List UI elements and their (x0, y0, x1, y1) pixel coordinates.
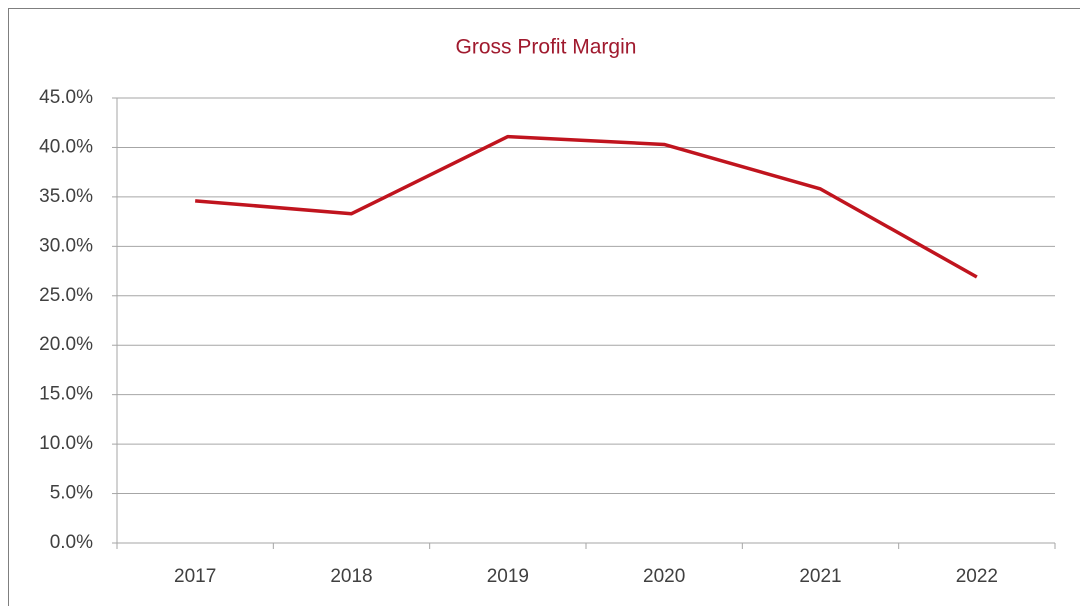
y-tick-label: 25.0% (39, 285, 93, 306)
y-tick-label: 40.0% (39, 136, 93, 157)
y-tick-label: 0.0% (50, 532, 93, 553)
y-tick-label: 10.0% (39, 433, 93, 454)
x-tick-label: 2017 (174, 566, 216, 587)
x-tick-label: 2020 (643, 566, 685, 587)
y-tick-label: 30.0% (39, 235, 93, 256)
y-tick-label: 35.0% (39, 186, 93, 207)
x-tick-label: 2021 (799, 566, 841, 587)
x-tick-label: 2022 (956, 566, 998, 587)
y-tick-label: 45.0% (39, 87, 93, 108)
x-tick-label: 2018 (330, 566, 372, 587)
y-tick-label: 15.0% (39, 384, 93, 405)
y-tick-label: 5.0% (50, 483, 93, 504)
x-tick-label: 2019 (487, 566, 529, 587)
data-line (195, 134, 978, 279)
chart-title: Gross Profit Margin (456, 36, 637, 59)
chart-frame (8, 8, 1080, 606)
y-tick-label: 20.0% (39, 334, 93, 355)
